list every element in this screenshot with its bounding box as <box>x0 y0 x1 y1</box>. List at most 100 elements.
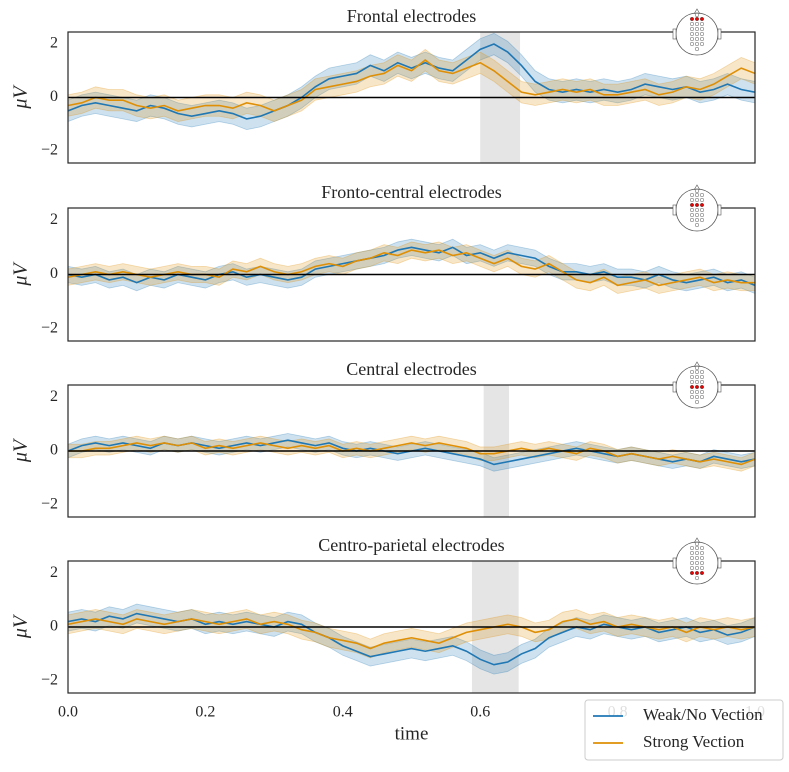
electrode <box>694 12 700 18</box>
electrode <box>694 16 700 22</box>
ear <box>672 28 677 40</box>
subplot: Central electrodes −2 0 2 μV <box>10 359 756 518</box>
electrode <box>699 379 705 385</box>
electrode <box>689 570 695 576</box>
subplot-title: Centro-parietal electrodes <box>318 535 504 555</box>
electrode <box>694 389 700 395</box>
y-tick-label: −2 <box>41 496 58 513</box>
ci-band <box>68 433 755 472</box>
electrode <box>694 550 700 556</box>
electrode <box>694 384 700 390</box>
x-tick-label: 0.6 <box>470 704 490 721</box>
electrode <box>699 21 705 27</box>
axes-frame <box>67 560 756 694</box>
electrode <box>689 379 695 385</box>
electrode <box>689 192 695 198</box>
ear <box>672 381 677 393</box>
electrode <box>689 560 695 566</box>
ear <box>717 381 722 393</box>
nose <box>693 184 701 191</box>
series-line <box>68 442 755 466</box>
x-tick-label: 0.2 <box>195 704 215 721</box>
y-tick-label: 0 <box>50 265 58 282</box>
electrode <box>699 555 705 561</box>
electrode <box>699 26 705 32</box>
head-icon <box>672 184 722 232</box>
electrode <box>689 26 695 32</box>
legend-label: Weak/No Vection <box>643 705 763 724</box>
y-axis-label: μV <box>10 613 32 639</box>
head-icon <box>672 361 722 409</box>
electrode <box>694 365 700 371</box>
electrode <box>699 36 705 42</box>
electrode <box>694 374 700 380</box>
electrode <box>689 545 695 551</box>
y-tick-label: 2 <box>50 35 58 52</box>
legend-label: Strong Vection <box>643 732 745 751</box>
electrode <box>699 389 705 395</box>
ear <box>672 204 677 216</box>
axes-frame <box>67 31 756 164</box>
ear <box>717 28 722 40</box>
y-tick-label: 2 <box>50 211 58 228</box>
electrode <box>694 212 700 218</box>
electrode <box>699 41 705 47</box>
plot-area <box>68 32 755 163</box>
electrode <box>689 389 695 395</box>
electrode <box>689 21 695 27</box>
ear <box>672 557 677 569</box>
y-tick-label: −2 <box>41 142 58 159</box>
electrode <box>694 379 700 385</box>
subplot: Centro-parietal electrodes −2 0 2 μV 0.0 0.2 0.… <box>10 535 765 744</box>
electrode <box>694 575 700 581</box>
electrode <box>694 222 700 228</box>
subplot: Frontal electrodes −2 0 2 μV <box>10 6 756 164</box>
electrode <box>699 374 705 380</box>
electrode <box>694 46 700 52</box>
nose <box>693 537 701 544</box>
ear <box>717 204 722 216</box>
electrode <box>699 202 705 208</box>
electrode <box>699 560 705 566</box>
x-tick-label: 0.4 <box>333 704 353 721</box>
y-tick-label: 0 <box>50 442 58 459</box>
ci-band <box>68 48 755 122</box>
electrode <box>699 369 705 375</box>
electrode <box>689 207 695 213</box>
electrode <box>689 197 695 203</box>
subplot-title: Fronto-central electrodes <box>321 182 501 202</box>
electrode <box>694 192 700 198</box>
x-tick-label: 0.0 <box>58 704 78 721</box>
y-tick-label: 0 <box>50 88 58 105</box>
y-tick-label: 2 <box>50 564 58 581</box>
plot-area <box>68 561 755 693</box>
electrode <box>694 565 700 571</box>
electrode <box>699 197 705 203</box>
electrode <box>689 217 695 223</box>
electrode <box>694 399 700 405</box>
electrode <box>694 21 700 27</box>
electrode <box>689 41 695 47</box>
electrode <box>699 31 705 37</box>
y-tick-label: −2 <box>41 319 58 336</box>
electrode <box>699 384 705 390</box>
head-icon <box>672 8 722 56</box>
electrode <box>694 560 700 566</box>
y-tick-label: 0 <box>50 618 58 635</box>
electrode <box>694 570 700 576</box>
legend: Weak/No Vection Strong Vection <box>584 699 784 761</box>
electrode <box>699 570 705 576</box>
electrode <box>689 565 695 571</box>
subplot-title: Central electrodes <box>346 359 476 379</box>
subplot: Fronto-central electrodes −2 0 2 μV <box>10 182 756 342</box>
ci-band <box>68 238 755 294</box>
electrode <box>694 202 700 208</box>
electrode <box>694 31 700 37</box>
y-tick-label: −2 <box>41 672 58 689</box>
electrode <box>694 394 700 400</box>
electrode <box>699 207 705 213</box>
electrode <box>689 202 695 208</box>
electrode <box>694 545 700 551</box>
electrode <box>699 550 705 556</box>
